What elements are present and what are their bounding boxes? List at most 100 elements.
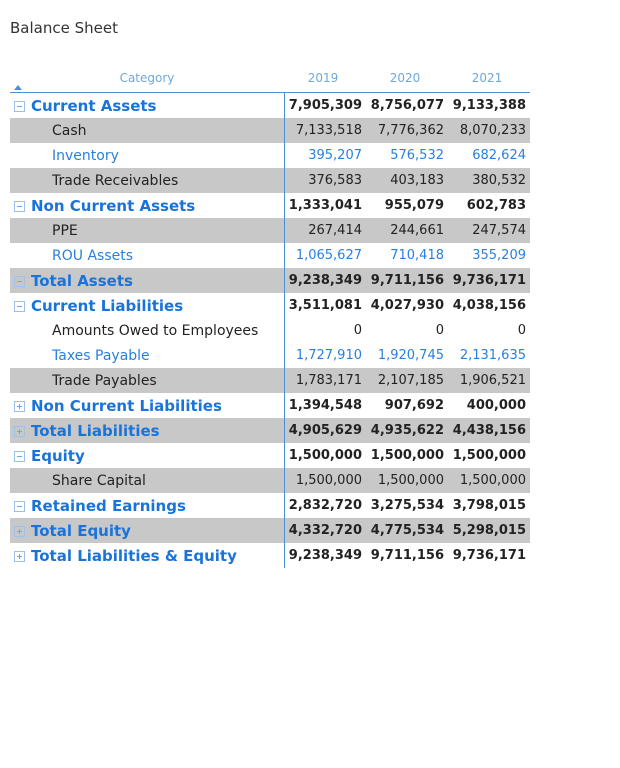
row-label: Total Equity	[31, 521, 131, 540]
value-cell: 0	[353, 323, 362, 338]
expand-button[interactable]	[14, 550, 25, 562]
matrix-row: Amounts Owed to Employees 0 0 0	[10, 318, 530, 343]
value-cell: 2,832,720	[288, 498, 362, 513]
collapse-button[interactable]	[14, 100, 25, 112]
value-cell: 244,661	[366, 218, 448, 243]
value-cell: 4,438,156	[448, 418, 530, 443]
value-cell: 2,107,185	[366, 368, 448, 393]
value-cell: 376,583	[284, 168, 366, 193]
value-cell: 9,736,171	[448, 268, 530, 293]
value-cell: 602,783	[466, 198, 526, 213]
value-cell: 1,333,041	[288, 198, 362, 213]
row-label: Share Capital	[52, 472, 146, 489]
matrix-row: Share Capital 1,500,000 1,500,000 1,500,000	[10, 468, 530, 493]
value-cell: 4,905,629	[284, 418, 366, 443]
column-header[interactable]: 2019	[284, 64, 366, 93]
column-header[interactable]: 2021	[448, 64, 530, 93]
expand-button[interactable]	[14, 400, 25, 412]
row-label: Trade Payables	[52, 372, 157, 389]
value-cell: 4,775,534	[366, 518, 448, 543]
row-header: Current Liabilities	[10, 293, 285, 318]
matrix-row: Non Current Assets 1,333,041 955,079 602,78…	[10, 193, 530, 218]
matrix-row: Retained Earnings 2,832,720 3,275,534 3,798…	[10, 493, 530, 518]
expand-button[interactable]	[14, 425, 25, 437]
matrix-row: Taxes Payable 1,727,910 1,920,745 2,131,635	[10, 343, 530, 368]
matrix-row: Total Liabilities & Equity 9,238,349 9,711…	[10, 543, 530, 568]
collapse-button[interactable]	[14, 450, 25, 462]
row-label: Trade Receivables	[52, 172, 179, 189]
value-cell: 9,711,156	[370, 548, 444, 563]
row-header: Trade Payables	[10, 368, 285, 393]
value-cell: 380,532	[448, 168, 530, 193]
value-cell: 3,511,081	[288, 298, 362, 313]
row-label: Non Current Assets	[31, 196, 196, 215]
row-label: Total Assets	[31, 271, 133, 290]
matrix-row: Trade Payables 1,783,171 2,107,185 1,906,52…	[10, 368, 530, 393]
matrix-row: Inventory 395,207 576,532 682,624	[10, 143, 530, 168]
value-cell: 7,905,309	[288, 98, 362, 113]
row-label: Taxes Payable	[52, 347, 150, 364]
value-cell: 8,070,233	[448, 118, 530, 143]
row-header: Trade Receivables	[10, 168, 285, 193]
value-cell: 2,131,635	[459, 348, 526, 363]
matrix-row: Trade Receivables 376,583 403,183 380,532	[10, 168, 530, 193]
value-cell: 4,332,720	[284, 518, 366, 543]
expand-button[interactable]	[14, 525, 25, 537]
collapse-button[interactable]	[14, 200, 25, 212]
value-cell: 400,000	[466, 398, 526, 413]
sort-arrow	[14, 85, 22, 90]
value-cell: 1,065,627	[295, 248, 362, 263]
value-cell: 355,209	[472, 248, 526, 263]
row-label: Total Liabilities & Equity	[31, 546, 237, 565]
value-cell: 7,776,362	[366, 118, 448, 143]
matrix-row: Non Current Liabilities 1,394,548 907,692 4…	[10, 393, 530, 418]
row-header: ROU Assets	[10, 243, 285, 268]
row-label: Current Liabilities	[31, 296, 184, 315]
value-cell: 9,238,349	[288, 548, 362, 563]
row-label: Retained Earnings	[31, 496, 186, 515]
value-cell: 9,133,388	[452, 98, 526, 113]
row-header: Non Current Assets	[10, 193, 285, 218]
matrix-row: Total Assets 9,238,349 9,711,156 9,736,171	[10, 268, 530, 293]
collapse-button[interactable]	[14, 275, 25, 287]
value-cell: 1,727,910	[295, 348, 362, 363]
value-cell: 267,414	[284, 218, 366, 243]
row-header: Total Liabilities	[10, 418, 285, 443]
matrix: Category 2019 2020 2021 Current Assets 7,…	[10, 64, 530, 568]
row-label: Current Assets	[31, 96, 157, 115]
report-title: Balance Sheet	[10, 19, 118, 37]
row-header: Current Assets	[10, 92, 285, 118]
collapse-button[interactable]	[14, 300, 25, 312]
value-cell: 1,500,000	[370, 448, 444, 463]
matrix-row: PPE 267,414 244,661 247,574	[10, 218, 530, 243]
row-label: Total Liabilities	[31, 421, 160, 440]
value-cell: 1,500,000	[452, 448, 526, 463]
value-cell: 247,574	[448, 218, 530, 243]
value-cell: 1,920,745	[377, 348, 444, 363]
row-label: Amounts Owed to Employees	[52, 322, 259, 339]
value-cell: 395,207	[308, 148, 362, 163]
value-cell: 3,798,015	[452, 498, 526, 513]
value-cell: 4,935,622	[366, 418, 448, 443]
row-header: Total Liabilities & Equity	[10, 543, 285, 568]
column-header[interactable]: 2020	[366, 64, 448, 93]
row-label: Equity	[31, 446, 85, 465]
value-cell: 3,275,534	[370, 498, 444, 513]
value-cell: 4,038,156	[452, 298, 526, 313]
value-cell: 9,736,171	[452, 548, 526, 563]
column-header[interactable]: Category	[10, 64, 284, 93]
matrix-row: Current Liabilities 3,511,081 4,027,930 4,0…	[10, 293, 530, 318]
row-label: Non Current Liabilities	[31, 396, 222, 415]
row-label: Inventory	[52, 147, 119, 164]
value-cell: 403,183	[366, 168, 448, 193]
value-cell: 576,532	[390, 148, 444, 163]
row-header: Inventory	[10, 143, 285, 168]
value-cell: 907,692	[384, 398, 444, 413]
value-cell: 682,624	[472, 148, 526, 163]
row-header: Total Assets	[10, 268, 285, 293]
collapse-button[interactable]	[14, 500, 25, 512]
value-cell: 1,500,000	[288, 448, 362, 463]
matrix-row: Total Liabilities 4,905,629 4,935,622 4,438…	[10, 418, 530, 443]
value-cell: 0	[435, 323, 444, 338]
